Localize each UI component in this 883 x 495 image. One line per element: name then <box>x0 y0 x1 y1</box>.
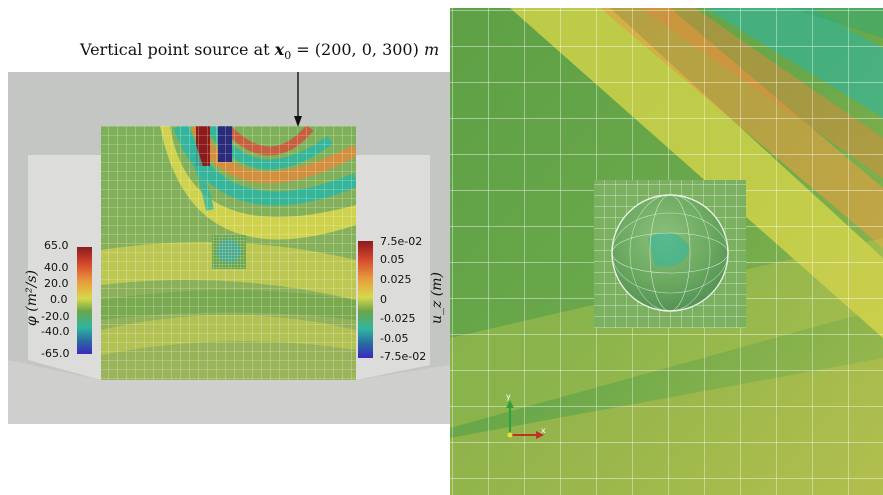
phi-tick: -40.0 <box>41 325 70 338</box>
zoomed-render <box>450 8 883 495</box>
uz-tick: 0.025 <box>380 273 412 286</box>
uz-tick: -0.025 <box>380 312 416 325</box>
uz-colorbar-title: u_z (m) <box>429 271 445 325</box>
phi-colorbar <box>77 247 92 354</box>
zoomed-panel: y x <box>450 8 883 495</box>
overview-render <box>8 72 450 424</box>
phi-tick: 40.0 <box>44 261 69 274</box>
phi-tick: 65.0 <box>44 239 69 252</box>
axis-x-label: x <box>541 426 546 435</box>
orientation-axes <box>506 400 544 439</box>
uz-tick: 0 <box>380 293 387 306</box>
phi-tick: -20.0 <box>41 310 70 323</box>
uz-colorbar <box>358 241 373 358</box>
uz-tick: -7.5e-02 <box>380 350 427 363</box>
source-annotation: Vertical point source at x0 = (200, 0, 3… <box>80 40 440 63</box>
phi-tick: -65.0 <box>41 347 70 360</box>
phi-field-plate <box>101 126 356 380</box>
source-arrow-head <box>294 116 302 127</box>
phi-colorbar-title: φ (m²/s) <box>24 270 40 326</box>
uz-tick: 7.5e-02 <box>380 235 423 248</box>
right-inner-wall <box>356 155 430 380</box>
phi-tick: 0.0 <box>50 293 68 306</box>
axis-y-label: y <box>506 392 511 401</box>
overview-panel: Vertical point source at x0 = (200, 0, 3… <box>8 40 450 424</box>
phi-tick: 20.0 <box>44 277 69 290</box>
uz-tick: -0.05 <box>380 332 409 345</box>
floor <box>8 360 450 424</box>
uz-tick: 0.05 <box>380 253 405 266</box>
